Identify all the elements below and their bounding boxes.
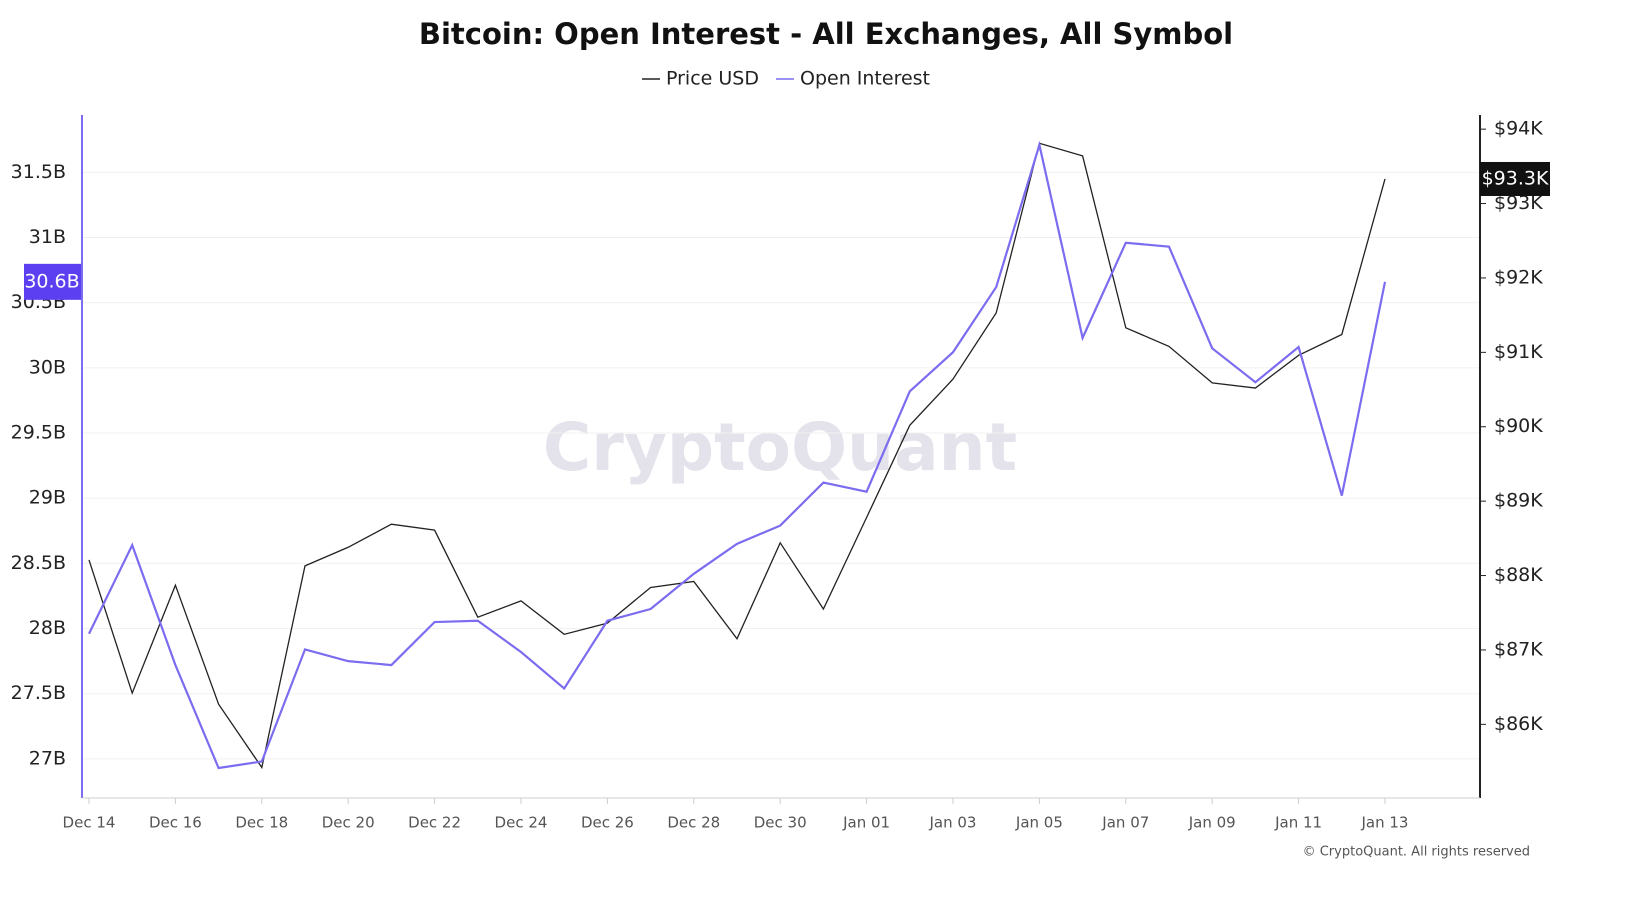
x-tick-label: Dec 16 xyxy=(149,814,202,832)
y-tick-label: 27B xyxy=(29,747,66,769)
x-tick-label: Dec 26 xyxy=(581,814,634,832)
y2-tick-label: $92K xyxy=(1494,266,1543,288)
y2-tick-label: $91K xyxy=(1494,341,1543,363)
y2-tick-label: $87K xyxy=(1494,638,1543,660)
y2-tick-label: $90K xyxy=(1494,415,1543,437)
series-line xyxy=(88,142,1386,770)
y-tick-label: 29B xyxy=(29,487,66,509)
x-tick-label: Jan 01 xyxy=(842,814,890,832)
y-tick-label: 29.5B xyxy=(11,422,66,444)
x-tick-label: Dec 20 xyxy=(322,814,375,832)
y-tick-label: 31.5B xyxy=(11,161,66,183)
x-tick-label: Dec 30 xyxy=(754,814,807,832)
x-tick-label: Jan 09 xyxy=(1188,814,1236,832)
y-tick-label: 30B xyxy=(29,356,66,378)
x-tick-label: Dec 22 xyxy=(408,814,461,832)
x-tick-label: Jan 07 xyxy=(1101,814,1149,832)
legend-label: Price USD xyxy=(666,68,759,90)
x-tick-label: Dec 28 xyxy=(667,814,720,832)
y-tick-label: 27.5B xyxy=(11,682,66,704)
credit: © CryptoQuant. All rights reserved xyxy=(1303,845,1530,860)
y2-tick-label: $86K xyxy=(1494,713,1543,735)
current-value-badge xyxy=(1480,161,1550,196)
x-tick-label: Jan 03 xyxy=(929,814,977,832)
x-tick-label: Dec 18 xyxy=(235,814,288,832)
y-tick-label: 28B xyxy=(29,617,66,639)
x-tick-label: Dec 24 xyxy=(495,814,548,832)
x-tick-label: Jan 05 xyxy=(1015,814,1063,832)
y-tick-label: 31B xyxy=(29,226,66,248)
x-tick-label: Jan 11 xyxy=(1274,814,1322,832)
y2-tick-label: $88K xyxy=(1494,564,1543,586)
y-tick-label: 28.5B xyxy=(11,552,66,574)
x-tick-label: Dec 14 xyxy=(63,814,116,832)
legend-label: Open Interest xyxy=(800,68,930,90)
current-value-label: $93.3K xyxy=(1482,167,1549,189)
y2-tick-label: $93K xyxy=(1494,192,1543,214)
current-value-badge xyxy=(24,263,81,300)
current-value-label: 30.6B xyxy=(24,270,79,292)
series-line xyxy=(88,140,1387,770)
watermark: CryptoQuant xyxy=(543,409,1017,486)
chart-title: Bitcoin: Open Interest - All Exchanges, … xyxy=(419,17,1233,51)
y2-tick-label: $94K xyxy=(1494,118,1543,140)
x-tick-label: Jan 13 xyxy=(1361,814,1409,832)
y2-tick-label: $89K xyxy=(1494,490,1543,512)
